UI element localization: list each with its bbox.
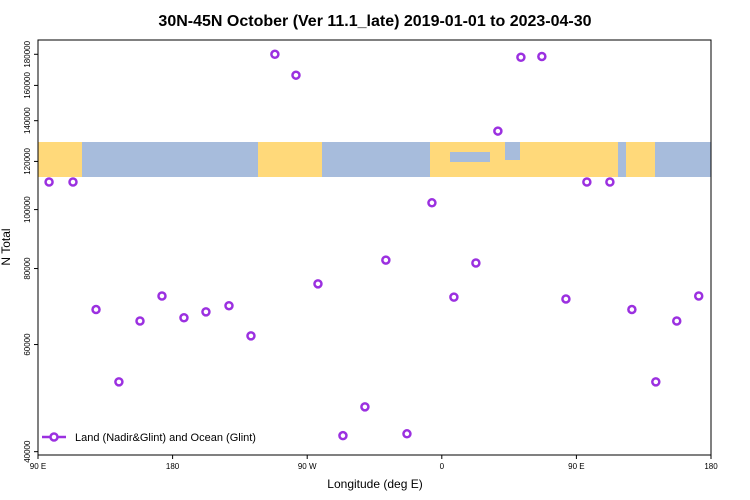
y-tick-label: 100000: [23, 196, 32, 223]
legend-label: Land (Nadir&Glint) and Ocean (Glint): [75, 432, 256, 444]
point: [246, 331, 256, 341]
point: [201, 307, 211, 317]
y-tick-label: 80000: [23, 257, 32, 280]
point: [537, 51, 547, 62]
point: [471, 258, 481, 268]
point: [381, 255, 391, 265]
plot-frame: [37, 39, 712, 456]
legend-marker: [49, 432, 59, 442]
point: [179, 313, 189, 323]
point: [44, 177, 54, 187]
point: [313, 279, 323, 289]
point: [493, 126, 503, 136]
x-tick-label: 90 W: [298, 462, 317, 471]
point: [224, 300, 234, 311]
x-tick-label: 0: [440, 462, 445, 471]
y-tick-label: 60000: [23, 333, 32, 356]
point: [693, 291, 704, 301]
point: [516, 52, 526, 62]
point: [402, 429, 412, 439]
y-axis-label: N Total: [0, 228, 13, 265]
x-axis-label: Longitude (deg E): [327, 477, 422, 491]
point: [561, 294, 571, 304]
point: [114, 377, 124, 387]
point: [449, 292, 459, 302]
point: [672, 316, 682, 326]
point: [157, 291, 167, 301]
point: [605, 177, 615, 187]
point: [135, 316, 145, 326]
x-tick-label: 90 E: [30, 462, 46, 471]
point: [651, 377, 661, 387]
y-tick-label: 40000: [23, 440, 32, 463]
x-tick-label: 90 E: [568, 462, 584, 471]
point: [360, 402, 370, 412]
y-tick-label: 180000: [23, 40, 32, 67]
point: [270, 49, 280, 60]
map-band: [38, 142, 711, 177]
point: [91, 304, 101, 315]
point: [338, 430, 348, 441]
point: [627, 304, 637, 315]
chart-title: 30N-45N October (Ver 11.1_late) 2019-01-…: [158, 13, 591, 30]
point: [68, 177, 78, 187]
point: [291, 70, 301, 80]
y-tick-label: 140000: [23, 107, 32, 134]
point: [427, 198, 437, 208]
y-tick-label: 120000: [23, 148, 32, 175]
point: [582, 177, 592, 187]
x-tick-label: 180: [166, 462, 180, 471]
x-tick-label: 180: [704, 462, 718, 471]
y-tick-label: 160000: [23, 72, 32, 99]
